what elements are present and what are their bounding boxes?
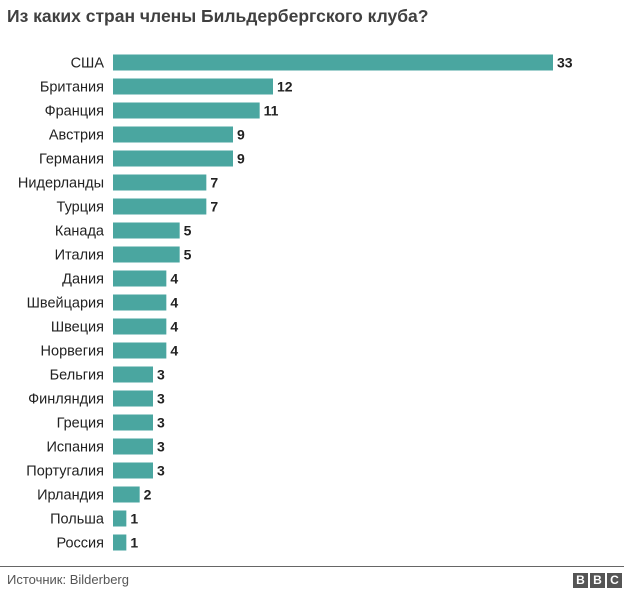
value-label: 12 <box>277 79 293 95</box>
bar <box>113 486 140 503</box>
category-label: Канада <box>55 224 105 240</box>
category-label: Финляндия <box>28 392 104 408</box>
category-label: Ирландия <box>37 488 104 504</box>
value-label: 1 <box>130 535 138 551</box>
bar <box>113 222 180 239</box>
bar <box>113 534 127 551</box>
bar <box>113 78 273 95</box>
category-label: Греция <box>57 416 104 432</box>
category-label: Франция <box>45 104 104 120</box>
bar <box>113 246 180 263</box>
bar <box>113 462 153 479</box>
bar <box>113 318 167 335</box>
bars <box>113 54 553 551</box>
category-label: Бельгия <box>50 368 104 384</box>
bar <box>113 198 207 215</box>
value-label: 5 <box>184 223 192 239</box>
bar <box>113 294 167 311</box>
bar <box>113 366 153 383</box>
value-label: 4 <box>170 271 178 287</box>
category-label: Норвегия <box>41 344 104 360</box>
bar <box>113 126 233 143</box>
bbc-logo: B B C <box>573 573 622 588</box>
source-note: Источник: Bilderberg <box>7 572 129 587</box>
value-label: 4 <box>170 343 178 359</box>
category-label: Британия <box>40 80 104 96</box>
bbc-logo-letter: B <box>590 573 605 588</box>
value-label: 3 <box>157 463 165 479</box>
bar <box>113 174 207 191</box>
category-label: Испания <box>46 440 104 456</box>
bar <box>113 510 127 527</box>
category-label: Турция <box>57 200 104 216</box>
value-label: 3 <box>157 415 165 431</box>
bar-chart: США Британия Франция Австрия Германия Нидерла… <box>18 54 573 552</box>
chart-title: Из каких стран члены Бильдербергского кл… <box>7 6 429 26</box>
bar <box>113 342 167 359</box>
bbc-logo-letter: B <box>573 573 588 588</box>
value-label: 3 <box>157 391 165 407</box>
value-label: 4 <box>170 295 178 311</box>
value-label: 11 <box>264 103 279 119</box>
category-label: Дания <box>62 272 104 288</box>
value-label: 3 <box>157 367 165 383</box>
value-label: 7 <box>210 199 218 215</box>
category-label: Нидерланды <box>18 176 104 192</box>
category-label: Португалия <box>26 464 104 480</box>
value-label: 9 <box>237 127 245 143</box>
value-label: 3 <box>157 439 165 455</box>
category-label: США <box>71 56 105 72</box>
value-label: 7 <box>210 175 218 191</box>
bar <box>113 414 153 431</box>
category-label: Германия <box>39 152 104 168</box>
bar <box>113 438 153 455</box>
value-label: 4 <box>170 319 178 335</box>
category-labels: США Британия Франция Австрия Германия Нидерла… <box>18 56 105 552</box>
bar <box>113 102 260 119</box>
value-label: 1 <box>130 511 138 527</box>
value-label: 2 <box>144 487 152 503</box>
value-label: 9 <box>237 151 245 167</box>
category-label: Польша <box>50 512 105 528</box>
value-label: 5 <box>184 247 192 263</box>
bbc-logo-letter: C <box>607 573 622 588</box>
category-label: Италия <box>55 248 104 264</box>
footer-divider <box>0 566 624 567</box>
bar <box>113 270 167 287</box>
bar <box>113 390 153 407</box>
bar <box>113 54 553 71</box>
category-label: Россия <box>56 536 104 552</box>
bar <box>113 150 233 167</box>
category-label: Австрия <box>49 128 104 144</box>
category-label: Швейцария <box>27 296 104 312</box>
value-label: 33 <box>557 55 573 71</box>
category-label: Швеция <box>51 320 104 336</box>
